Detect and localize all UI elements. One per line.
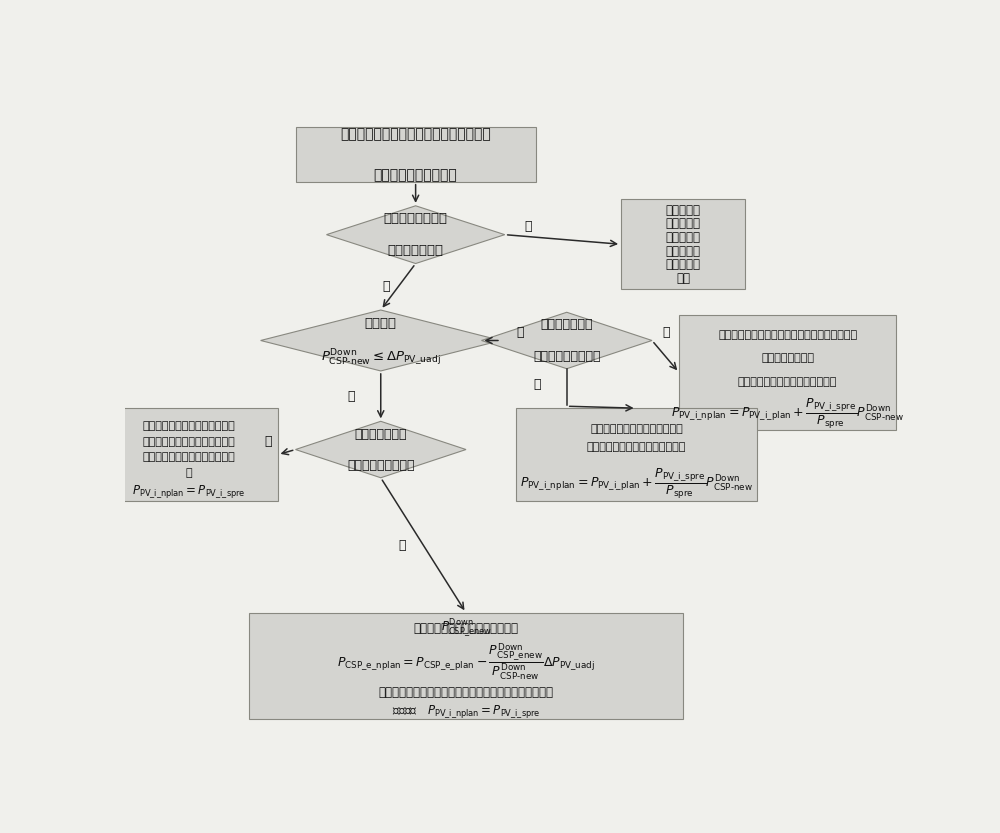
Polygon shape	[482, 312, 652, 369]
Polygon shape	[296, 421, 466, 478]
Text: 否: 否	[348, 390, 355, 402]
Text: 否: 否	[534, 378, 541, 392]
Text: $P_{\rm CSP\_enew}^{\rm Down}$: $P_{\rm CSP\_enew}^{\rm Down}$	[441, 617, 491, 640]
Text: 的最小技术出力值: 的最小技术出力值	[761, 353, 814, 363]
Text: 具备功率下调峰裕量: 具备功率下调峰裕量	[347, 458, 415, 471]
Text: 各光热电站是否: 各光热电站是否	[354, 427, 407, 441]
Text: 光热电站修正后的有功功率指令值: 光热电站修正后的有功功率指令值	[414, 622, 518, 635]
Text: 各光热电站是否: 各光热电站是否	[540, 318, 593, 332]
Polygon shape	[326, 206, 505, 263]
Text: 具备功率下调峰裕量: 具备功率下调峰裕量	[533, 350, 600, 362]
Text: 裕量是否等于零: 裕量是否等于零	[388, 244, 444, 257]
Text: 否: 否	[265, 436, 272, 448]
Text: 各光伏电站超短期功率预测值均大于各光: 各光伏电站超短期功率预测值均大于各光	[340, 127, 491, 141]
Text: 功率指令值: 功率指令值	[666, 258, 700, 272]
Text: 令值和光热: 令值和光热	[666, 231, 700, 244]
Text: 是: 是	[662, 327, 670, 339]
Text: 光伏电站修正后的有功功率指令: 光伏电站修正后的有功功率指令	[142, 436, 235, 446]
Bar	[249, 613, 683, 719]
Text: $P_{\rm PV\_i\_nplan}=P_{\rm PV\_i\_spre}$: $P_{\rm PV\_i\_nplan}=P_{\rm PV\_i\_spre…	[132, 483, 245, 501]
Text: 测功率值   $P_{\rm PV\_i\_nplan}=P_{\rm PV\_i\_spre}$: 测功率值 $P_{\rm PV\_i\_nplan}=P_{\rm PV\_i\…	[392, 703, 540, 721]
Text: 光伏电站的: 光伏电站的	[666, 203, 700, 217]
Text: 光热电站修正后的有功功率指令值等于光热电站: 光热电站修正后的有功功率指令值等于光热电站	[718, 331, 857, 341]
Text: 是否满足: 是否满足	[365, 317, 397, 330]
Text: 光热电站的下调峰: 光热电站的下调峰	[384, 212, 448, 225]
Bar	[516, 408, 757, 501]
Text: $P_{\rm CSP\_e\_nplan}=P_{\rm CSP\_e\_plan}-\dfrac{P_{\rm CSP\_enew}^{\rm Down}}: $P_{\rm CSP\_e\_nplan}=P_{\rm CSP\_e\_pl…	[337, 641, 595, 682]
Text: 值等于光伏电站超短期预测功率: 值等于光伏电站超短期预测功率	[142, 452, 235, 462]
Text: 不变: 不变	[676, 272, 690, 285]
Text: 光伏电站修正后的有功功率指令值: 光伏电站修正后的有功功率指令值	[587, 442, 686, 452]
Text: 否: 否	[382, 280, 390, 293]
Bar	[679, 315, 896, 431]
Text: 电站的有功: 电站的有功	[666, 245, 700, 257]
Text: 是: 是	[516, 327, 524, 339]
Text: 伏电站有功功率指令值: 伏电站有功功率指令值	[374, 168, 458, 182]
Text: 值: 值	[185, 467, 192, 477]
Text: 是: 是	[399, 539, 406, 551]
Bar	[99, 408, 278, 501]
Bar	[296, 127, 536, 182]
Text: 有功功率指: 有功功率指	[666, 217, 700, 230]
Text: 是: 是	[524, 221, 532, 233]
Text: $P_{\rm PV\_i\_nplan}=P_{\rm PV\_i\_plan}+\dfrac{P_{\rm PV\_i\_spre}}{P_{\rm spr: $P_{\rm PV\_i\_nplan}=P_{\rm PV\_i\_plan…	[671, 397, 904, 431]
Text: $P_{\rm PV\_i\_nplan}=P_{\rm PV\_i\_plan}+\dfrac{P_{\rm PV\_i\_spre}}{P_{\rm spr: $P_{\rm PV\_i\_nplan}=P_{\rm PV\_i\_plan…	[520, 466, 753, 501]
Text: 光伏电站修正后的有功功率指令值: 光伏电站修正后的有功功率指令值	[738, 377, 837, 387]
Text: 光热电站的有功功率指令值不变: 光热电站的有功功率指令值不变	[142, 421, 235, 431]
Text: 光热电站的有功功率指令值不变: 光热电站的有功功率指令值不变	[590, 424, 683, 434]
Bar	[621, 199, 745, 289]
Polygon shape	[261, 310, 501, 371]
Text: 光伏电站修正后的有功功率指令值等于光伏电站超短期预: 光伏电站修正后的有功功率指令值等于光伏电站超短期预	[378, 686, 554, 699]
Text: $P_{\rm CSP\text{-}new}^{\rm Down} \leq \Delta P_{\rm PV\_uadj}$: $P_{\rm CSP\text{-}new}^{\rm Down} \leq …	[321, 347, 441, 367]
